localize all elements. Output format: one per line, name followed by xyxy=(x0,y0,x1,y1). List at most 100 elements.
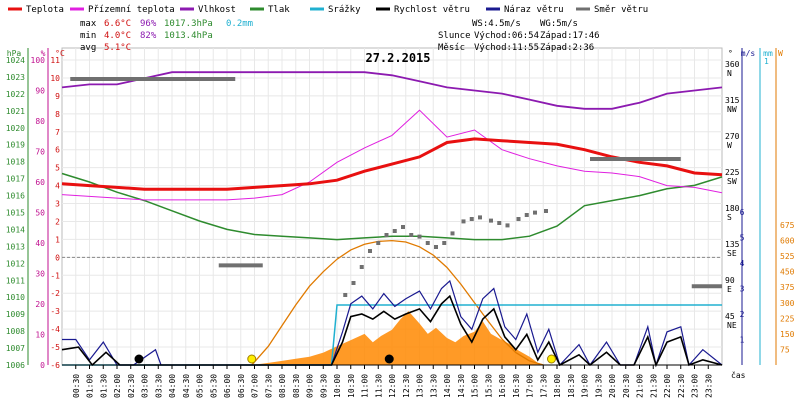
wind-dir-point xyxy=(409,233,414,237)
hpa-tick: 1019 xyxy=(6,141,25,150)
wind-dir-point xyxy=(516,217,521,221)
x-tick-label: 04:30 xyxy=(182,374,191,398)
dir-letter: NE xyxy=(727,321,737,330)
hpa-tick: 1009 xyxy=(6,310,25,319)
wind-tick: 6 xyxy=(740,208,745,217)
wind-dir-point xyxy=(489,218,493,223)
x-tick-label: 01:30 xyxy=(99,374,108,398)
temp-tick: 9 xyxy=(55,92,60,101)
sun-marker xyxy=(547,354,556,364)
x-tick-label: 13:30 xyxy=(429,374,438,398)
temp-tick: 1 xyxy=(55,235,60,244)
hpa-tick: 1020 xyxy=(6,124,25,133)
chart-title: 27.2.2015 xyxy=(365,51,430,65)
dir-tick: 45 xyxy=(725,312,735,321)
pct-tick: 30 xyxy=(35,270,45,279)
x-tick-label: 16:00 xyxy=(498,374,507,398)
hpa-tick: 1018 xyxy=(6,158,25,167)
x-tick-label: 18:30 xyxy=(567,374,576,398)
wind-dir-point xyxy=(544,209,548,213)
x-tick-label: 22:00 xyxy=(663,374,672,398)
wind-dir-point xyxy=(392,229,397,233)
wind-tick: 3 xyxy=(740,285,745,294)
rain-unit: mm xyxy=(763,49,773,58)
pct-tick: 90 xyxy=(35,87,45,96)
x-tick-label: 08:00 xyxy=(278,374,287,398)
hpa-tick: 1023 xyxy=(6,73,25,82)
dir-tick: 225 xyxy=(725,168,740,177)
axes: hPa% °C1006100710081009101010111012101310… xyxy=(6,48,795,370)
moon-marker xyxy=(134,354,144,364)
x-tick-label: 11:00 xyxy=(361,374,370,398)
wind-dir-point xyxy=(497,221,502,225)
solar-tick: 600 xyxy=(780,237,795,246)
pct-tick: 80 xyxy=(35,117,45,126)
hpa-tick: 1017 xyxy=(6,175,25,184)
x-tick-label: 03:00 xyxy=(141,374,150,398)
x-tick-label: 23:00 xyxy=(691,374,700,398)
hpa-tick: 1013 xyxy=(6,242,25,251)
x-tick-label: 12:30 xyxy=(402,374,411,398)
temp-tick: -2 xyxy=(50,289,60,298)
stat-max-temp: 6.6°C xyxy=(104,19,131,29)
stat-min-hum: 82% xyxy=(140,31,157,41)
hpa-tick: 1008 xyxy=(6,327,25,336)
pct-tick: 50 xyxy=(35,209,45,218)
stat-avg-label: avg xyxy=(80,43,96,53)
x-tick-label: 02:30 xyxy=(127,374,136,398)
x-tick-label: 02:00 xyxy=(113,374,122,398)
info-moonrise: Východ:11:55 xyxy=(474,43,539,53)
hpa-tick: 1016 xyxy=(6,192,25,201)
x-tick-label: 05:00 xyxy=(196,374,205,398)
info-panel: WS:4.5m/s WG:5m/s Slunce Východ:06:54 Zá… xyxy=(438,19,600,53)
wind-dir-point xyxy=(343,293,348,297)
temp-tick: -1 xyxy=(50,271,60,280)
pct-unit: % xyxy=(41,49,46,58)
stat-max-press: 1017.3hPa xyxy=(164,19,213,29)
x-tick-label: 09:30 xyxy=(319,374,328,398)
ground-temp-line xyxy=(61,109,723,201)
x-tick-label: 21:00 xyxy=(636,374,645,398)
temp-tick: 0 xyxy=(55,253,60,262)
wind-dir-point xyxy=(524,213,529,217)
sun-marker xyxy=(247,354,257,364)
temp-tick: 6 xyxy=(55,146,60,155)
humidity-line xyxy=(61,71,723,110)
solar-tick: 675 xyxy=(780,221,795,230)
x-tick-label: 13:00 xyxy=(416,374,425,398)
x-tick-label: 14:00 xyxy=(443,374,452,398)
x-tick-label: 01:00 xyxy=(86,374,95,398)
wind-dir-point xyxy=(351,281,356,285)
grid xyxy=(61,47,723,366)
solar-theory-line xyxy=(251,239,544,366)
x-tick-label: 09:00 xyxy=(306,374,315,398)
temp-tick: 7 xyxy=(55,128,60,137)
stat-max-label: max xyxy=(80,19,97,29)
wind-dir-point xyxy=(442,241,447,245)
dir-letter: W xyxy=(727,141,732,150)
stat-avg-temp: 5.1°C xyxy=(104,43,131,53)
x-tick-label: 04:00 xyxy=(168,374,177,398)
solar-actual-area xyxy=(251,311,547,365)
x-tick-label: 21:30 xyxy=(649,374,658,398)
pct-tick: 100 xyxy=(31,56,46,65)
wind-dir-point xyxy=(434,245,438,249)
solar-unit: W xyxy=(778,49,783,58)
stat-min-press: 1013.4hPa xyxy=(164,31,213,41)
solar-tick: 75 xyxy=(780,345,790,354)
pct-tick: 0 xyxy=(40,361,45,370)
x-tick-label: 19:00 xyxy=(581,374,590,398)
dir-tick: 180 xyxy=(725,204,740,213)
moon-marker xyxy=(384,354,394,364)
x-tick-label: 06:30 xyxy=(237,374,246,398)
solar-tick: 300 xyxy=(780,299,795,308)
pct-tick: 70 xyxy=(35,148,45,157)
x-tick-label: 03:30 xyxy=(154,374,163,398)
wind-dir-point xyxy=(417,234,422,239)
legend-label: Tlak xyxy=(268,5,290,15)
stats-panel: max 6.6°C 96% 1017.3hPa 0.2mm min 4.0°C … xyxy=(80,19,253,53)
hpa-tick: 1010 xyxy=(6,293,25,302)
info-ws: WS:4.5m/s xyxy=(472,19,521,29)
legend: Teplota Přízemní teplota Vlhkost Tlak Srážky… xyxy=(8,5,648,15)
